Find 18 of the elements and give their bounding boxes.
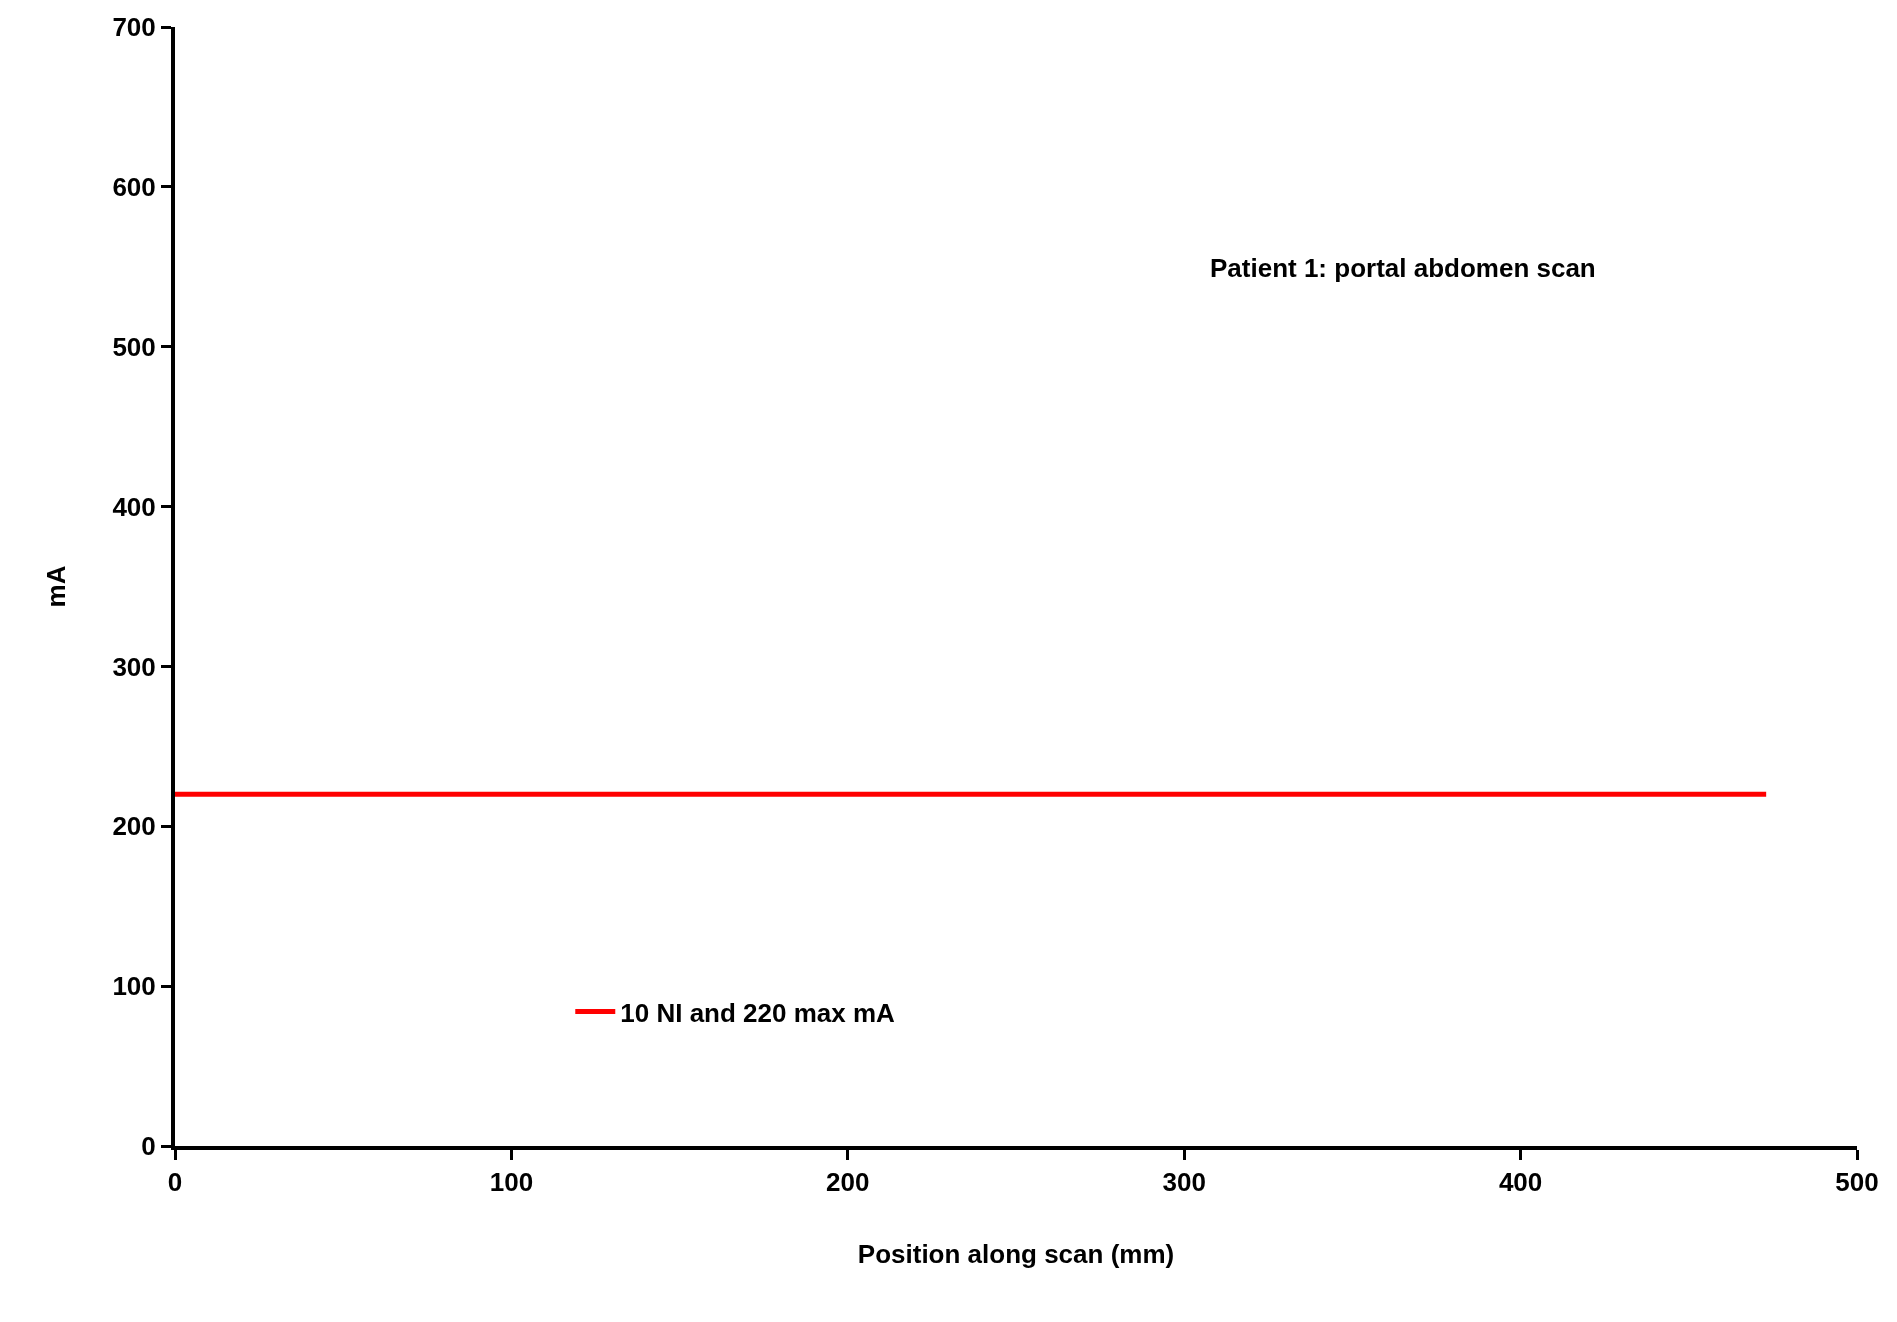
- y-tick-label: 700: [112, 12, 156, 43]
- y-tick-label: 100: [112, 971, 156, 1002]
- x-tick-label: 0: [167, 1167, 183, 1198]
- legend-label: 10 NI and 220 max mA: [620, 997, 896, 1028]
- y-tick-label: 300: [112, 651, 156, 682]
- y-tick-label: 200: [112, 811, 156, 842]
- annotation: Patient 1: portal abdomen scan: [1210, 253, 1596, 283]
- y-tick-label: 0: [141, 1131, 156, 1162]
- x-axis-title: Position along scan (mm): [857, 1239, 1175, 1270]
- x-tick-label: 100: [489, 1167, 534, 1198]
- x-tick-label: 500: [1835, 1167, 1879, 1198]
- x-tick-label: 300: [1162, 1167, 1206, 1198]
- y-tick-label: 400: [112, 491, 156, 522]
- y-tick-label: 500: [112, 331, 156, 362]
- y-axis-title: mA: [41, 565, 72, 608]
- x-tick-label: 200: [826, 1167, 870, 1198]
- y-tick-label: 600: [112, 171, 156, 202]
- x-tick-label: 400: [1498, 1167, 1543, 1198]
